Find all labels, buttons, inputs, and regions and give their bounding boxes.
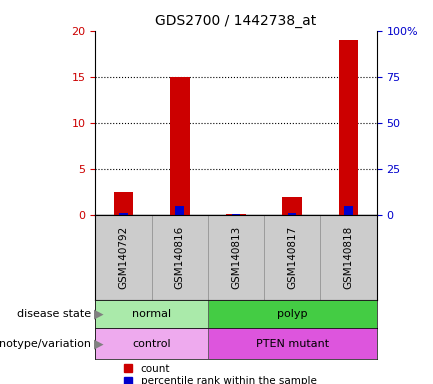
Bar	[208, 300, 377, 328]
Bar	[208, 328, 377, 359]
Text: genotype/variation: genotype/variation	[0, 339, 91, 349]
Bar	[282, 197, 302, 215]
Bar	[344, 206, 353, 215]
Text: ▶: ▶	[94, 308, 104, 320]
Legend: count, percentile rank within the sample: count, percentile rank within the sample	[123, 363, 318, 384]
Text: GSM140792: GSM140792	[118, 226, 129, 289]
Text: disease state: disease state	[17, 309, 91, 319]
Text: normal: normal	[132, 309, 171, 319]
Text: control: control	[132, 339, 171, 349]
Bar	[288, 213, 297, 215]
Text: GSM140816: GSM140816	[174, 226, 185, 289]
Bar	[226, 214, 246, 215]
Text: polyp: polyp	[277, 309, 307, 319]
Bar	[95, 300, 208, 328]
Bar	[95, 328, 208, 359]
Text: GSM140818: GSM140818	[343, 226, 354, 289]
Bar	[175, 206, 184, 215]
Title: GDS2700 / 1442738_at: GDS2700 / 1442738_at	[155, 14, 317, 28]
Bar	[339, 40, 359, 215]
Text: ▶: ▶	[94, 337, 104, 350]
Text: GSM140813: GSM140813	[231, 226, 241, 289]
Bar	[119, 213, 128, 215]
Text: GSM140817: GSM140817	[287, 226, 297, 289]
Bar	[232, 214, 240, 215]
Bar	[113, 192, 133, 215]
Bar	[170, 77, 190, 215]
Text: PTEN mutant: PTEN mutant	[256, 339, 329, 349]
